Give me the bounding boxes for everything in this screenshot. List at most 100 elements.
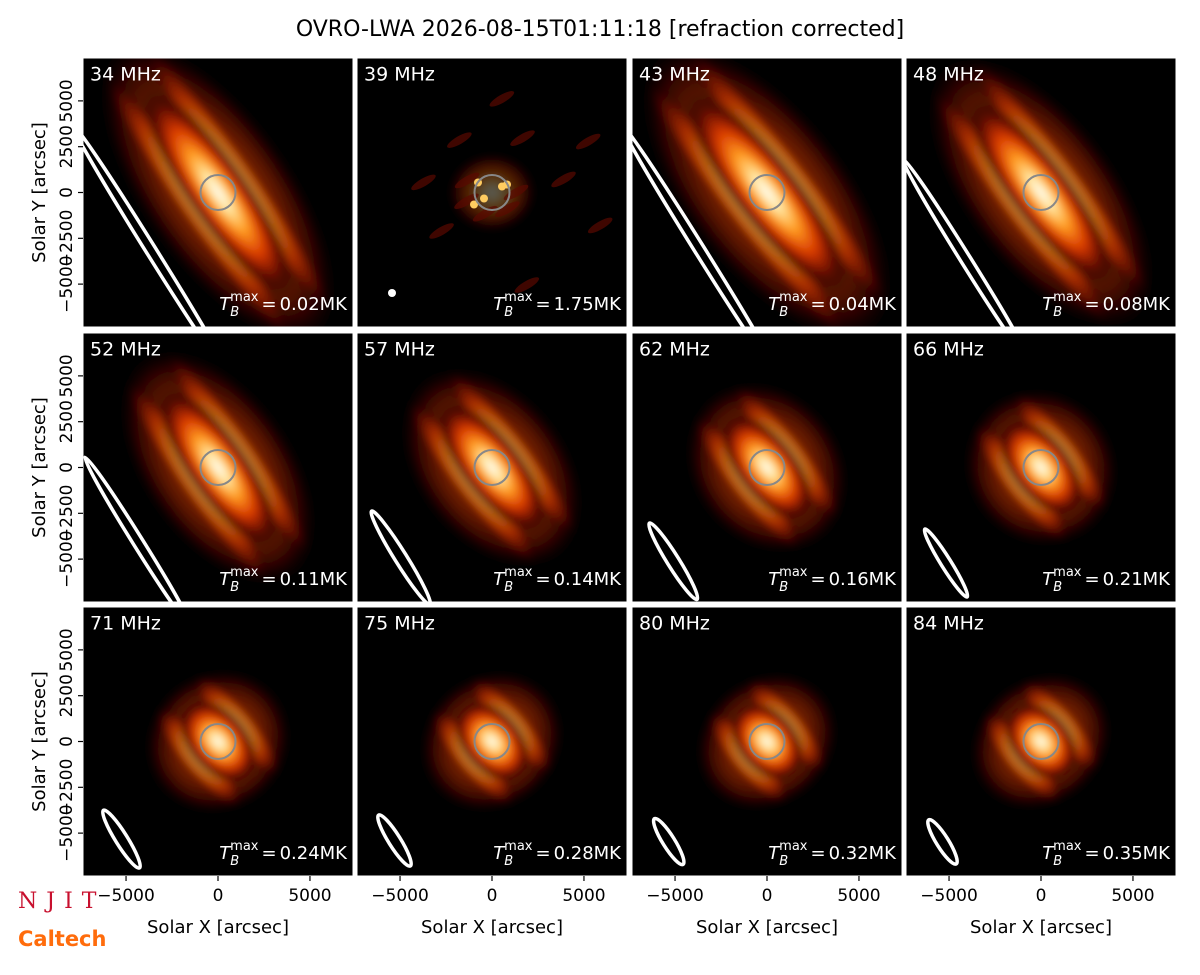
noise-blob <box>551 171 576 188</box>
tmax-sup: max <box>230 565 259 580</box>
tmax-sub: B <box>779 305 788 320</box>
tmax-sub: B <box>230 854 239 869</box>
tmax-eq: = <box>810 569 825 590</box>
x-tick-label: 0 <box>487 886 498 906</box>
x-tick-label: 0 <box>213 886 224 906</box>
x-tick-label: 0 <box>1036 886 1047 906</box>
x-tick-label: −5000 <box>920 886 978 906</box>
panel <box>357 607 627 876</box>
panel-frame <box>356 332 628 603</box>
tmax-value: 0.11MK <box>280 569 349 590</box>
radio-source <box>447 152 537 233</box>
noise-blob <box>454 193 479 210</box>
solar-disk <box>748 449 786 486</box>
tmax-sup: max <box>230 290 259 305</box>
tmax-value: 0.24MK <box>280 843 349 864</box>
tmax-eq: = <box>535 843 550 864</box>
beam <box>388 289 396 297</box>
radio-source <box>961 387 1121 548</box>
frequency-label: 71 MHz <box>90 613 161 635</box>
frequency-label: 62 MHz <box>639 339 710 361</box>
tmax-sup: max <box>779 290 808 305</box>
radio-source <box>694 670 840 813</box>
tmax-sup: max <box>230 839 259 854</box>
tmax-eq: = <box>261 294 276 315</box>
tmax-label: TBmax = 0.14MK <box>493 565 622 595</box>
source-core <box>141 88 295 297</box>
tmax-sub: B <box>504 305 513 320</box>
solar-disk <box>473 174 511 211</box>
panel <box>83 607 353 876</box>
tmax-eq: = <box>1084 843 1099 864</box>
tmax-label: TBmax = 0.32MK <box>768 839 897 869</box>
tmax-label: TBmax = 0.35MK <box>1042 839 1171 869</box>
tmax-value: 0.35MK <box>1103 843 1172 864</box>
beam <box>922 527 970 599</box>
y-tick-label: 0 <box>57 736 77 747</box>
beam <box>83 455 193 602</box>
panel <box>357 333 627 602</box>
source-core <box>1003 701 1079 782</box>
noise-blob <box>489 91 515 107</box>
frequency-label: 80 MHz <box>639 613 710 635</box>
noise-blob <box>454 172 480 189</box>
frequency-label: 43 MHz <box>639 64 710 86</box>
noise-blob <box>510 130 535 146</box>
solar-disk <box>473 723 511 760</box>
radio-source <box>924 58 1158 327</box>
x-tick-label: 5000 <box>562 886 605 906</box>
tmax-symbol: T <box>219 843 232 864</box>
frequency-label: 75 MHz <box>364 613 435 635</box>
tmax-value: 0.21MK <box>1103 569 1172 590</box>
tmax-sub: B <box>1053 854 1062 869</box>
beam <box>926 817 959 866</box>
radio-source <box>117 346 319 589</box>
tmax-eq: = <box>1084 294 1099 315</box>
tmax-symbol: T <box>493 294 506 315</box>
y-axis-label: Solar Y [arcsec] <box>29 671 50 812</box>
tmax-sup: max <box>1053 839 1082 854</box>
tmax-symbol: T <box>768 843 781 864</box>
panel <box>357 58 627 327</box>
y-tick-label: −2500 <box>57 210 77 268</box>
tmax-sup: max <box>504 290 533 305</box>
tmax-symbol: T <box>493 843 506 864</box>
tmax-eq: = <box>261 569 276 590</box>
tmax-label: TBmax = 0.02MK <box>219 290 348 320</box>
beam <box>101 808 142 870</box>
tmax-sub: B <box>230 580 239 595</box>
tmax-eq: = <box>535 569 550 590</box>
tmax-sub: B <box>1053 580 1062 595</box>
source-core <box>685 91 849 294</box>
source-core <box>720 413 814 522</box>
x-axis-label: Solar X [arcsec] <box>147 917 289 938</box>
x-axis-label: Solar X [arcsec] <box>696 917 838 938</box>
radio-source <box>96 58 340 327</box>
tmax-value: 0.28MK <box>554 843 623 864</box>
tmax-value: 0.08MK <box>1103 294 1172 315</box>
tmax-eq: = <box>535 294 550 315</box>
x-tick-label: 5000 <box>288 886 331 906</box>
y-tick-label: 2500 <box>57 400 77 443</box>
tmax-sup: max <box>504 565 533 580</box>
tmax-label: TBmax = 0.16MK <box>768 565 897 595</box>
panel <box>632 607 902 876</box>
solar-disk <box>473 449 511 486</box>
beam <box>83 120 232 327</box>
noise-blob <box>495 201 520 217</box>
tmax-symbol: T <box>768 294 781 315</box>
noise-blob <box>411 174 436 191</box>
frequency-label: 39 MHz <box>364 64 435 86</box>
tmax-eq: = <box>810 294 825 315</box>
frequency-label: 34 MHz <box>90 64 161 86</box>
tmax-symbol: T <box>1042 843 1055 864</box>
tmax-label: TBmax = 0.11MK <box>219 565 348 595</box>
tmax-sub: B <box>504 854 513 869</box>
x-axis-label: Solar X [arcsec] <box>970 917 1112 938</box>
beam <box>906 156 1032 327</box>
panel <box>632 58 902 327</box>
tmax-value: 0.14MK <box>554 569 623 590</box>
x-tick-label: −5000 <box>646 886 704 906</box>
panel <box>83 58 353 327</box>
